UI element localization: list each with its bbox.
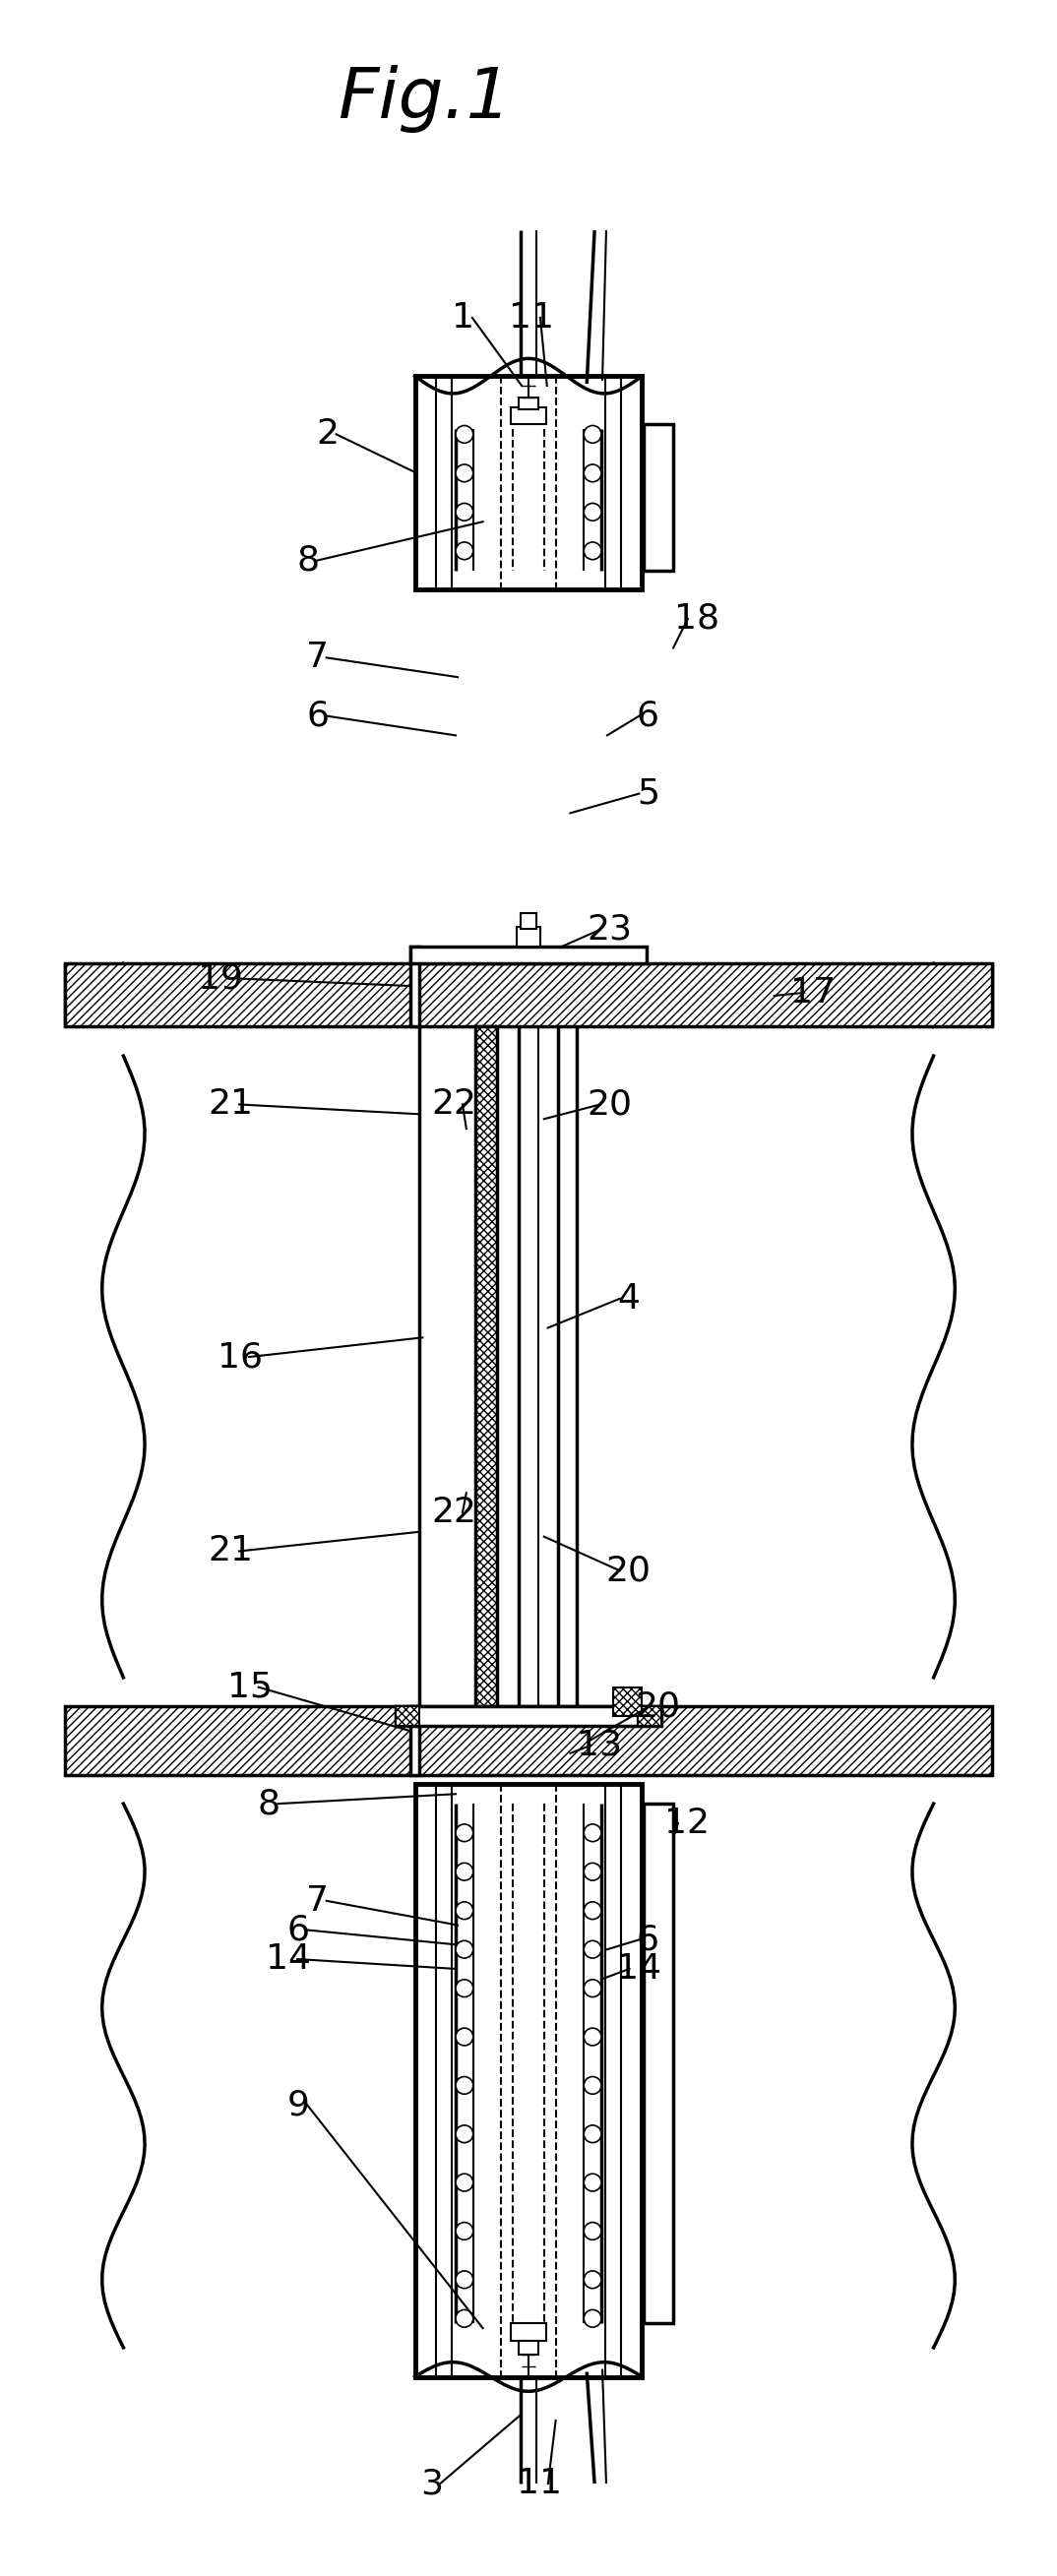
Bar bbox=[395, 1708, 662, 1726]
Text: 22: 22 bbox=[431, 1497, 477, 1530]
Bar bbox=[410, 1708, 420, 1775]
Bar bbox=[521, 912, 536, 927]
Text: 19: 19 bbox=[198, 961, 243, 994]
Bar bbox=[511, 2324, 546, 2342]
Text: 18: 18 bbox=[674, 603, 719, 636]
Bar bbox=[414, 376, 643, 590]
Circle shape bbox=[583, 541, 601, 559]
Circle shape bbox=[456, 2272, 474, 2287]
Bar bbox=[644, 1803, 673, 2324]
Circle shape bbox=[456, 2174, 474, 2192]
Circle shape bbox=[583, 1862, 601, 1880]
Circle shape bbox=[456, 502, 474, 520]
Text: 21: 21 bbox=[207, 1535, 253, 1569]
Circle shape bbox=[583, 1978, 601, 1996]
Circle shape bbox=[583, 502, 601, 520]
Text: 8: 8 bbox=[297, 544, 319, 577]
Bar bbox=[637, 1708, 662, 1726]
Text: 20: 20 bbox=[635, 1690, 681, 1723]
Bar bbox=[644, 425, 673, 569]
Circle shape bbox=[456, 1978, 474, 1996]
Circle shape bbox=[456, 2076, 474, 2094]
Circle shape bbox=[583, 2125, 601, 2143]
Text: 21: 21 bbox=[207, 1087, 253, 1121]
Bar bbox=[517, 927, 540, 945]
Text: 6: 6 bbox=[286, 1914, 310, 1947]
Bar bbox=[66, 1708, 991, 1775]
Circle shape bbox=[583, 464, 601, 482]
Circle shape bbox=[456, 2027, 474, 2045]
Text: 6: 6 bbox=[636, 1922, 660, 1955]
Circle shape bbox=[583, 2174, 601, 2192]
Text: 9: 9 bbox=[288, 2089, 310, 2123]
Text: 6: 6 bbox=[636, 698, 660, 732]
Text: 5: 5 bbox=[636, 778, 660, 811]
Text: 3: 3 bbox=[420, 2468, 443, 2501]
Text: 4: 4 bbox=[617, 1283, 639, 1316]
Text: 13: 13 bbox=[577, 1728, 623, 1762]
Circle shape bbox=[456, 2223, 474, 2239]
Circle shape bbox=[456, 2125, 474, 2143]
Circle shape bbox=[456, 541, 474, 559]
Circle shape bbox=[456, 2311, 474, 2326]
Text: 17: 17 bbox=[791, 976, 836, 1010]
Text: 11: 11 bbox=[508, 301, 554, 335]
Bar bbox=[410, 945, 420, 1028]
Bar bbox=[475, 1028, 498, 1708]
Text: 23: 23 bbox=[587, 912, 632, 945]
Circle shape bbox=[583, 425, 601, 443]
Text: 15: 15 bbox=[227, 1669, 273, 1703]
Text: 20: 20 bbox=[587, 1087, 632, 1121]
Circle shape bbox=[583, 2272, 601, 2287]
Bar bbox=[66, 963, 991, 1028]
Text: 12: 12 bbox=[664, 1806, 709, 1839]
Circle shape bbox=[583, 1940, 601, 1958]
Text: 20: 20 bbox=[606, 1553, 651, 1587]
Text: 1: 1 bbox=[452, 301, 475, 335]
Bar bbox=[519, 397, 538, 410]
Text: 14: 14 bbox=[266, 1942, 311, 1976]
Bar bbox=[410, 945, 647, 963]
Circle shape bbox=[456, 1901, 474, 1919]
Circle shape bbox=[456, 1824, 474, 1842]
Text: 7: 7 bbox=[307, 641, 329, 675]
Circle shape bbox=[583, 1824, 601, 1842]
Text: 8: 8 bbox=[258, 1788, 280, 1821]
Circle shape bbox=[583, 2311, 601, 2326]
Bar bbox=[613, 1687, 643, 1716]
Text: 6: 6 bbox=[307, 698, 329, 732]
Bar bbox=[414, 1785, 643, 2378]
Circle shape bbox=[456, 1862, 474, 1880]
Bar bbox=[519, 2342, 538, 2354]
Circle shape bbox=[583, 2223, 601, 2239]
Text: 7: 7 bbox=[307, 1883, 329, 1917]
Text: 2: 2 bbox=[316, 417, 338, 451]
Circle shape bbox=[456, 1940, 474, 1958]
Circle shape bbox=[456, 425, 474, 443]
Bar bbox=[395, 1708, 420, 1726]
Circle shape bbox=[456, 464, 474, 482]
Circle shape bbox=[583, 2027, 601, 2045]
Bar bbox=[511, 407, 546, 425]
Text: 14: 14 bbox=[615, 1953, 661, 1986]
Text: Fig.1: Fig.1 bbox=[337, 64, 512, 134]
Text: 22: 22 bbox=[431, 1087, 477, 1121]
Text: 11: 11 bbox=[517, 2468, 562, 2501]
Circle shape bbox=[583, 1901, 601, 1919]
Text: 16: 16 bbox=[218, 1340, 262, 1373]
Circle shape bbox=[583, 2076, 601, 2094]
